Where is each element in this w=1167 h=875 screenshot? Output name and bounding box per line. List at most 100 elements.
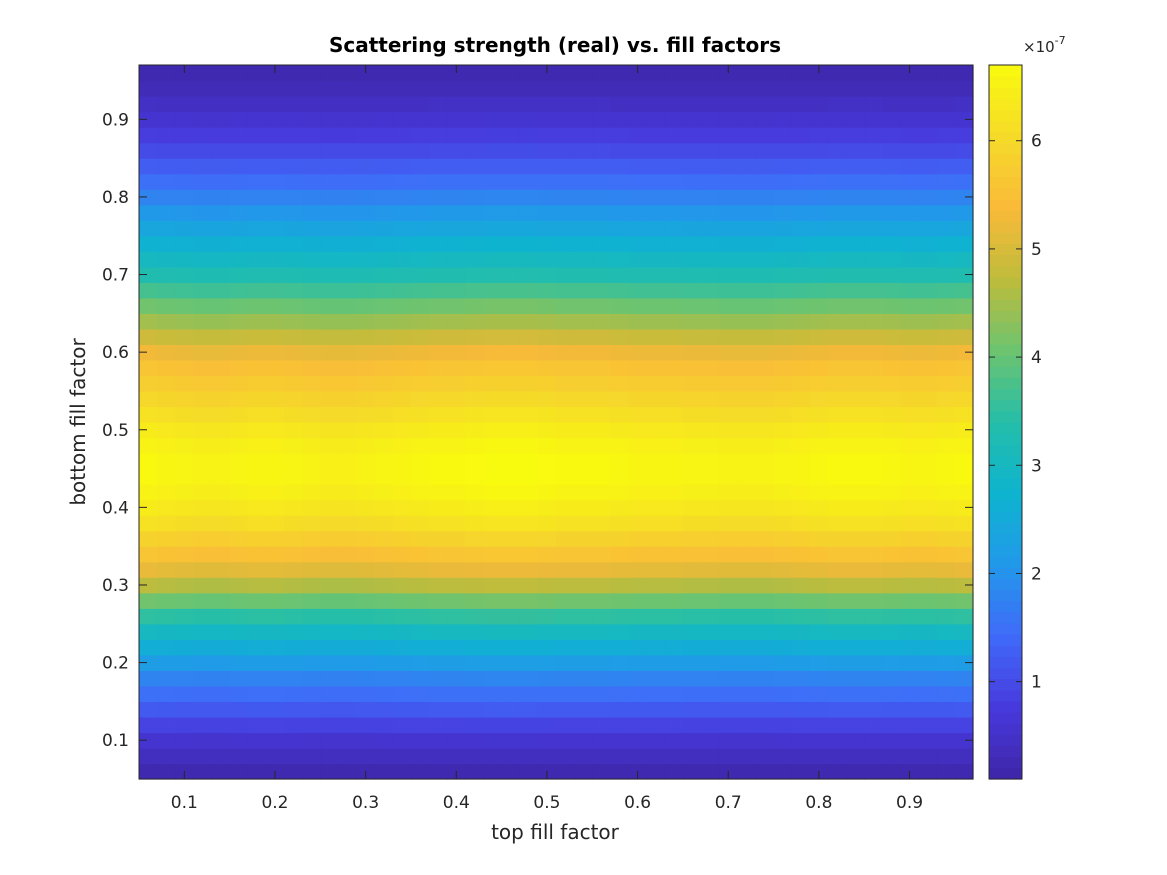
heatmap-cell xyxy=(773,406,793,423)
heatmap-cell xyxy=(537,654,557,671)
heatmap-cell xyxy=(265,96,285,113)
heatmap-cell xyxy=(392,173,412,190)
heatmap-cell xyxy=(737,546,757,563)
heatmap-cell xyxy=(284,701,303,718)
heatmap-cell xyxy=(302,763,321,780)
heatmap-cell xyxy=(447,313,466,330)
heatmap-cell xyxy=(483,592,503,609)
heatmap-cell xyxy=(682,328,702,345)
heatmap-cell xyxy=(610,499,630,516)
colorbar-segment xyxy=(989,567,1022,579)
heatmap-cell xyxy=(537,515,557,532)
heatmap-cell xyxy=(664,235,684,252)
heatmap-cell xyxy=(918,546,938,563)
heatmap-cell xyxy=(864,313,883,330)
heatmap-cell xyxy=(374,390,394,408)
heatmap-cell xyxy=(682,701,702,718)
heatmap-cell xyxy=(900,484,920,501)
heatmap-cell xyxy=(701,608,720,625)
heatmap-cell xyxy=(646,96,666,113)
heatmap-cell xyxy=(574,685,593,702)
heatmap-cell xyxy=(900,359,920,377)
heatmap-cell xyxy=(592,158,611,175)
heatmap-cell xyxy=(737,654,757,671)
heatmap-cell xyxy=(556,127,575,144)
heatmap-cell xyxy=(356,468,376,485)
heatmap-cell xyxy=(628,530,648,547)
heatmap-cell xyxy=(356,80,376,97)
heatmap-cell xyxy=(846,592,865,609)
heatmap-cell xyxy=(882,282,902,299)
heatmap-cell xyxy=(755,437,775,454)
heatmap-cell xyxy=(954,96,974,113)
heatmap-cell xyxy=(954,220,974,237)
colorbar-segment xyxy=(989,243,1022,256)
heatmap-cell xyxy=(846,623,865,640)
heatmap-cell xyxy=(284,639,303,656)
heatmap-cell xyxy=(392,282,412,299)
x-axis-ticks: 0.1 0.2 0.3 0.4 0.5 0.6 0.7 0.8 0.9 xyxy=(171,65,923,813)
heatmap-cell xyxy=(265,592,285,609)
heatmap-cell xyxy=(157,623,176,640)
heatmap-cell xyxy=(157,608,176,625)
heatmap-cell xyxy=(773,96,793,113)
heatmap-cell xyxy=(320,546,340,563)
heatmap-cell xyxy=(664,204,684,221)
heatmap-cell xyxy=(682,251,702,268)
heatmap-cell xyxy=(682,96,702,113)
heatmap-cell xyxy=(302,220,321,237)
heatmap-cell xyxy=(211,251,231,268)
heatmap-cell xyxy=(338,453,358,470)
heatmap-cell xyxy=(646,747,666,765)
heatmap-cell xyxy=(610,515,630,532)
heatmap-cell xyxy=(338,158,358,175)
heatmap-cell xyxy=(211,189,231,206)
heatmap-cell xyxy=(302,499,321,516)
heatmap-cell xyxy=(827,546,847,563)
y-tick-label: 0.5 xyxy=(102,421,129,441)
heatmap-cell xyxy=(791,251,811,268)
heatmap-cell xyxy=(338,235,358,252)
heatmap-cell xyxy=(284,127,303,144)
heatmap-cell xyxy=(519,670,539,687)
heatmap-cell xyxy=(429,484,448,501)
heatmap-cell xyxy=(628,608,648,625)
heatmap-cell xyxy=(936,282,956,299)
heatmap-cell xyxy=(918,747,938,765)
heatmap-cell xyxy=(882,701,902,718)
heatmap-cell xyxy=(954,65,974,82)
heatmap-cell xyxy=(356,499,376,516)
heatmap-cell xyxy=(737,235,757,252)
heatmap-cell xyxy=(247,747,267,765)
heatmap-cell xyxy=(374,65,394,82)
heatmap-cell xyxy=(284,406,303,423)
heatmap-cell xyxy=(320,763,340,780)
heatmap-cell xyxy=(755,577,775,594)
heatmap-cell xyxy=(447,437,466,454)
heatmap-cell xyxy=(447,701,466,718)
heatmap-cell xyxy=(157,204,176,221)
heatmap-cell xyxy=(284,515,303,532)
heatmap-cell xyxy=(936,515,956,532)
heatmap-cell xyxy=(864,390,883,408)
heatmap-cell xyxy=(719,344,738,361)
heatmap-cell xyxy=(356,158,376,175)
heatmap-cell xyxy=(791,670,811,687)
colorbar-segment xyxy=(989,343,1022,356)
heatmap-cell xyxy=(809,608,829,625)
heatmap-cell xyxy=(827,763,847,780)
heatmap-cell xyxy=(900,685,920,702)
heatmap-cell xyxy=(701,204,720,221)
colorbar-segment xyxy=(989,109,1022,122)
heatmap-cell xyxy=(628,499,648,516)
heatmap-cell xyxy=(392,763,412,780)
heatmap-cell xyxy=(447,390,466,408)
heatmap-cell xyxy=(302,608,321,625)
heatmap-cell xyxy=(773,670,793,687)
heatmap-cell xyxy=(447,297,466,314)
heatmap-cell xyxy=(773,251,793,268)
heatmap-cell xyxy=(628,592,648,609)
heatmap-cell xyxy=(664,561,684,578)
heatmap-cell xyxy=(501,577,521,594)
heatmap-cell xyxy=(229,80,249,97)
